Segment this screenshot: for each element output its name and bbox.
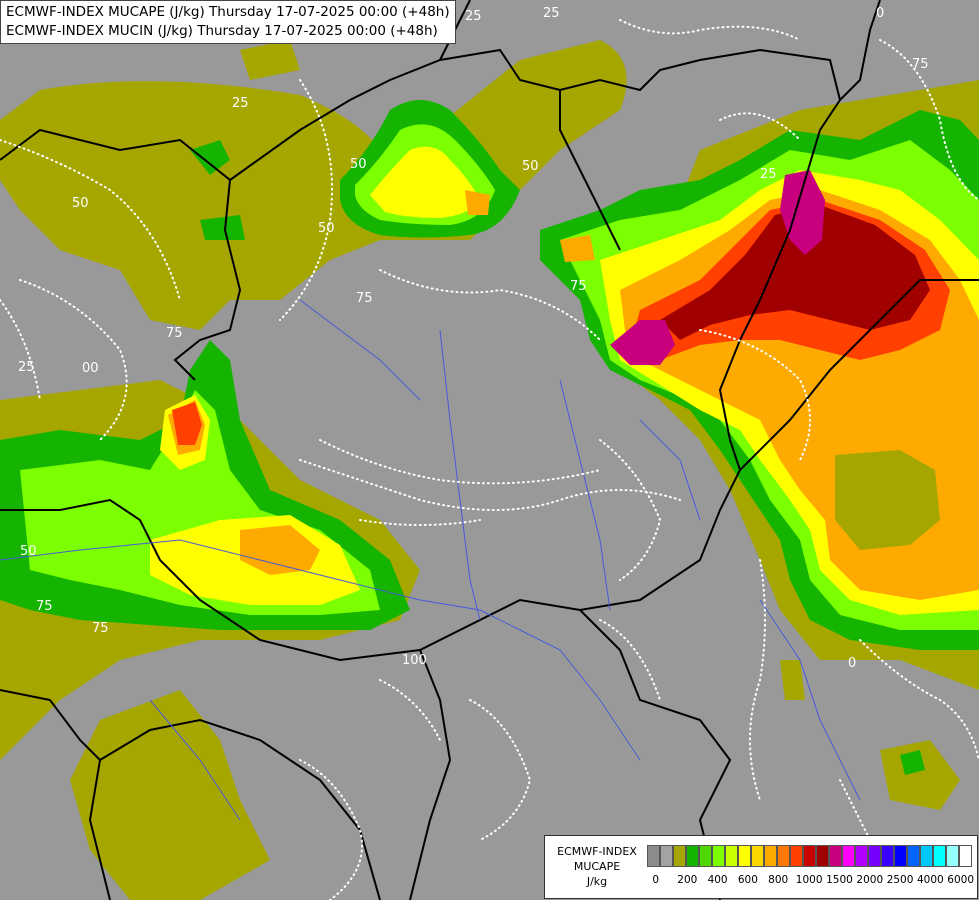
- legend-tick-label: 2000: [856, 874, 884, 886]
- legend-swatch: [920, 845, 933, 867]
- legend-swatch: [712, 845, 725, 867]
- legend-title: ECMWF-INDEX MUCAPE J/kg: [549, 844, 645, 889]
- contour-label: 25: [232, 96, 249, 111]
- legend-swatch: [803, 845, 816, 867]
- legend-swatch: [816, 845, 829, 867]
- legend-tick-label: 400: [707, 874, 728, 886]
- legend-swatch: [907, 845, 920, 867]
- legend-tick-label: 0: [652, 874, 660, 886]
- legend-swatch: [660, 845, 673, 867]
- legend-swatch: [673, 845, 686, 867]
- legend-swatch: [777, 845, 790, 867]
- legend-tick-label: 2500: [886, 874, 914, 886]
- legend-swatch: [959, 845, 972, 867]
- contour-label: 25: [543, 6, 560, 21]
- mucin-contours: [0, 19, 979, 900]
- contour-label: 100: [402, 653, 427, 668]
- cape-field-1500: [660, 205, 930, 340]
- title-line-mucin: ECMWF-INDEX MUCIN (J/kg) Thursday 17-07-…: [6, 23, 438, 39]
- mucin-contour-labels: 25 50 75 50 25 50 75 25 00 50 75 75 25 0…: [18, 6, 929, 671]
- contour-label: 75: [36, 599, 53, 614]
- map-title-box: ECMWF-INDEX MUCAPE (J/kg) Thursday 17-07…: [0, 0, 456, 44]
- cape-field-2000: [610, 170, 825, 365]
- contour-label: 75: [92, 621, 109, 636]
- contour-label: 0: [876, 6, 884, 21]
- contour-label: 75: [356, 291, 373, 306]
- legend-swatch: [699, 845, 712, 867]
- contour-label: 25: [465, 9, 482, 24]
- contour-label: 50: [318, 221, 335, 236]
- legend-title-line2: MUCAPE: [573, 860, 621, 873]
- legend-swatch: [751, 845, 764, 867]
- legend-tick-label: 4000: [916, 874, 944, 886]
- contour-label: 25: [18, 360, 35, 375]
- legend-swatch: [725, 845, 738, 867]
- legend-title-line1: ECMWF-INDEX: [557, 845, 637, 858]
- legend-swatch: [868, 845, 881, 867]
- legend-swatch: [738, 845, 751, 867]
- legend-tick-label: 6000: [947, 874, 975, 886]
- contour-label: 50: [20, 544, 37, 559]
- contour-label: 00: [82, 361, 99, 376]
- contour-label: 75: [166, 326, 183, 341]
- contour-label: 75: [570, 279, 587, 294]
- legend-swatch: [829, 845, 842, 867]
- legend-swatch: [842, 845, 855, 867]
- contour-label: 25: [760, 167, 777, 182]
- legend-swatch: [686, 845, 699, 867]
- legend-swatch: [855, 845, 868, 867]
- legend-tick-label: 600: [737, 874, 758, 886]
- legend-ticks: 0 200 400 600 800 1000 1500 2000 2500 4000 6000: [647, 874, 977, 888]
- legend-swatch: [933, 845, 946, 867]
- legend-swatch: [647, 845, 660, 867]
- rivers: [0, 299, 861, 821]
- contour-label: 50: [350, 157, 367, 172]
- legend-swatch: [946, 845, 959, 867]
- legend-tick-label: 800: [768, 874, 789, 886]
- contour-label: 0: [848, 656, 856, 671]
- legend-swatch: [764, 845, 777, 867]
- title-line-mucape: ECMWF-INDEX MUCAPE (J/kg) Thursday 17-07…: [6, 4, 450, 20]
- contour-label: 50: [522, 159, 539, 174]
- cape-hole: [835, 450, 940, 550]
- legend-tick-label: 1500: [826, 874, 853, 886]
- contour-label: 75: [912, 57, 929, 72]
- color-legend: ECMWF-INDEX MUCAPE J/kg 0 200 400 600 800 100…: [544, 835, 978, 899]
- legend-swatch: [881, 845, 894, 867]
- legend-tick-label: 1000: [795, 874, 823, 886]
- legend-title-line3: J/kg: [586, 875, 608, 888]
- legend-swatch: [790, 845, 803, 867]
- legend-tick-label: 200: [677, 874, 698, 886]
- legend-swatch: [894, 845, 907, 867]
- contour-label: 50: [72, 196, 89, 211]
